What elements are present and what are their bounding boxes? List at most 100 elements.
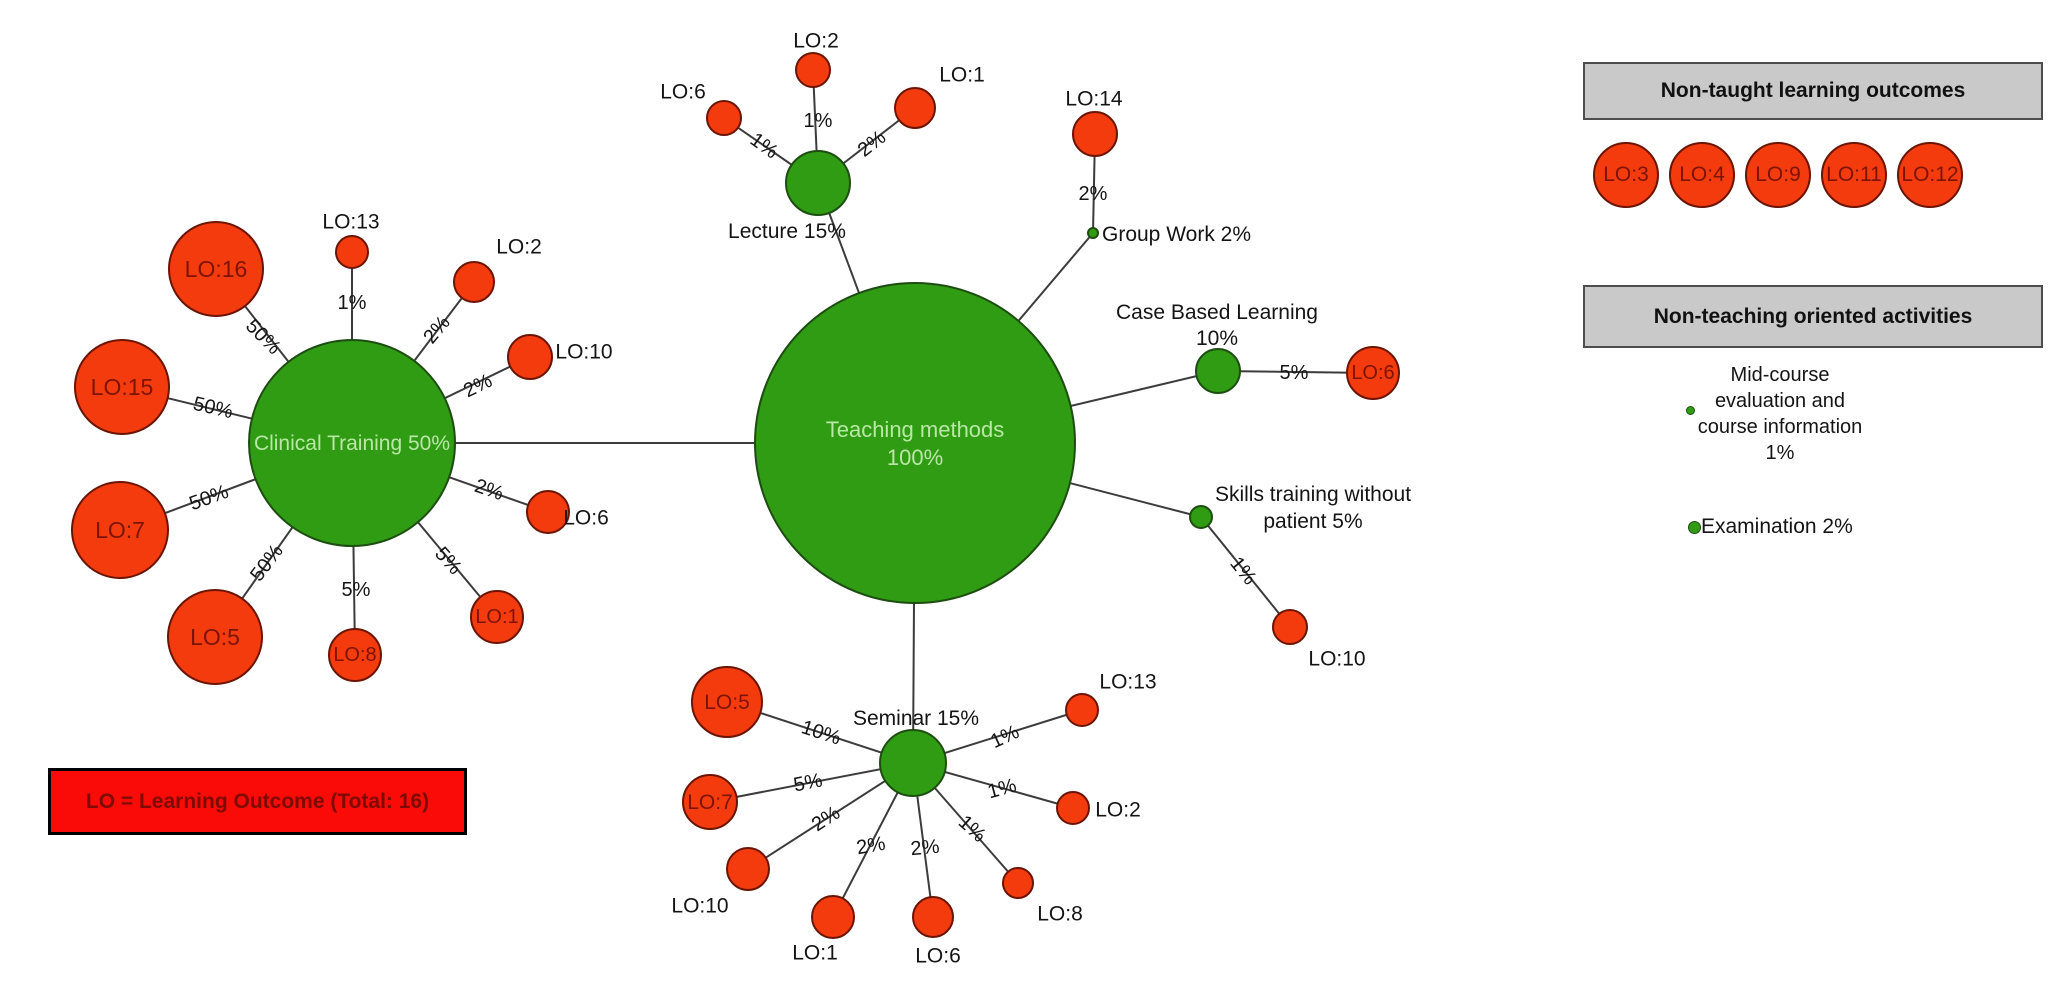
non-taught-panel-title: Non-taught learning outcomes [1660, 79, 1966, 102]
non-taught-lo-circle: LO:12 [1897, 142, 1963, 208]
non-taught-lo-label: LO:12 [1901, 163, 1959, 186]
node-lo1-clinical-inside-label: LO:1 [475, 606, 518, 628]
seminar-label: Seminar 15% [853, 707, 979, 730]
node-lo2-lecture [795, 52, 831, 88]
mid-course-label: Mid-course evaluation and course informa… [1660, 362, 1900, 466]
non-taught-panel-header: Non-taught learning outcomes [1583, 62, 2043, 120]
non-teaching-panel-header: Non-teaching oriented activities [1583, 285, 2043, 348]
node-lo6-cbl-inside-label: LO:6 [1351, 362, 1394, 384]
node-lo5-clinical-inside-label: LO:5 [190, 624, 240, 650]
edge-percent-label: 5% [342, 579, 371, 601]
node-lo5-clinical [167, 589, 263, 685]
node-lo2-seminar [1056, 791, 1090, 825]
node-group-work [1087, 227, 1099, 239]
node-lo7-seminar [682, 774, 738, 830]
node-lo16-clinical-inside-label: LO:16 [185, 256, 248, 282]
node-lo10-seminar [726, 847, 770, 891]
node-lo1-clinical [470, 590, 524, 644]
group-work-label: Group Work 2% [1102, 223, 1251, 246]
node-lo6-seminar [912, 896, 954, 938]
non-taught-lo-circle: LO:9 [1745, 142, 1811, 208]
non-taught-lo-circle: LO:3 [1593, 142, 1659, 208]
edge-percent-label: 50% [186, 481, 231, 515]
edge-percent-label: 5% [1280, 362, 1309, 384]
edge-line [1200, 516, 1291, 628]
node-lo6-cbl [1346, 346, 1400, 400]
edge-percent-label: 1% [338, 292, 367, 314]
node-lo7-seminar-inside-label: LO:7 [687, 791, 733, 814]
node-lo6-clinical [526, 490, 570, 534]
lecture-label: Lecture 15% [728, 220, 846, 243]
mid-course-line: 1% [1765, 442, 1795, 464]
edge-percent-label: 1% [987, 721, 1023, 753]
node-lo2-lecture-label: LO:2 [793, 30, 839, 53]
node-lo10-clinical-label: LO:10 [555, 341, 612, 364]
node-lo2-clinical-label: LO:2 [496, 236, 542, 259]
non-teaching-panel-title: Non-teaching oriented activities [1653, 304, 1973, 328]
node-lo1-lecture-label: LO:1 [939, 64, 985, 87]
node-lo8-clinical [328, 628, 382, 682]
node-lo13-seminar [1065, 693, 1099, 727]
examination-label: Examination 2% [1701, 515, 1853, 539]
edge-percent-label: 50% [191, 393, 235, 423]
edge-percent-label: 50% [246, 540, 288, 585]
node-lo14-group-label: LO:14 [1065, 88, 1123, 111]
node-lo6-seminar-label: LO:6 [915, 945, 961, 968]
node-teaching-methods [754, 282, 1076, 604]
node-lo1-seminar [811, 895, 855, 939]
node-lo8-seminar [1002, 867, 1034, 899]
node-clinical-training-inside-label: Clinical Training 50% [254, 432, 450, 455]
node-lo14-group [1072, 111, 1118, 157]
non-taught-lo-row: LO:3 LO:4 LO:9 LO:11 LO:12 [1593, 142, 1963, 208]
node-lo13-clinical [335, 235, 369, 269]
lo-note-text: LO = Learning Outcome (Total: 16) [85, 789, 430, 813]
node-lo5-seminar-inside-label: LO:5 [704, 691, 750, 714]
node-lo13-seminar-label: LO:13 [1099, 671, 1156, 694]
edge-percent-label: 2% [855, 833, 888, 860]
mid-course-dot-icon [1686, 406, 1695, 415]
node-lo8-seminar-label: LO:8 [1037, 903, 1083, 926]
node-lo10-skills-label: LO:10 [1308, 648, 1365, 671]
node-lo2-seminar-label: LO:2 [1095, 799, 1141, 822]
edge-percent-label: 2% [472, 475, 507, 505]
edge-percent-label: 1% [746, 129, 782, 164]
non-taught-lo-label: LO:4 [1679, 163, 1725, 186]
edge-percent-label: 50% [241, 315, 285, 359]
examination-text: Examination 2% [1701, 515, 1853, 538]
non-taught-lo-label: LO:9 [1755, 163, 1801, 186]
node-lo7-clinical-inside-label: LO:7 [95, 517, 145, 543]
lo-note-box: LO = Learning Outcome (Total: 16) [48, 768, 467, 835]
node-lo10-skills [1272, 609, 1308, 645]
node-case-based-learning [1195, 348, 1241, 394]
non-taught-lo-circle: LO:11 [1821, 142, 1887, 208]
node-lo8-clinical-inside-label: LO:8 [333, 644, 376, 666]
node-lo13-clinical-label: LO:13 [322, 211, 379, 234]
edge-percent-label: 2% [808, 802, 844, 836]
skills-training-label: Skills training without patient 5% [1215, 483, 1411, 533]
node-lo6-clinical-label: LO:6 [563, 507, 609, 530]
mid-course-line: Mid-course [1730, 364, 1830, 386]
edge-percent-label: 2% [910, 836, 941, 860]
node-clinical-training [248, 339, 456, 547]
non-taught-lo-label: LO:3 [1603, 163, 1649, 186]
node-lo2-clinical [453, 261, 495, 303]
node-lo5-seminar [691, 666, 763, 738]
edge-percent-label: 1% [804, 110, 833, 132]
node-lecture [785, 150, 851, 216]
node-lo10-seminar-label: LO:10 [671, 895, 728, 918]
edge-percent-label: 5% [792, 769, 825, 796]
node-skills-training [1189, 505, 1213, 529]
node-lo6-lecture-label: LO:6 [660, 81, 706, 104]
non-taught-lo-circle: LO:4 [1669, 142, 1735, 208]
node-lo15-clinical-inside-label: LO:15 [91, 374, 154, 400]
node-lo1-lecture [894, 87, 936, 129]
edge-percent-label: 2% [460, 370, 496, 403]
node-lo7-clinical [71, 481, 169, 579]
non-taught-lo-label: LO:11 [1826, 163, 1882, 186]
node-lo10-clinical [507, 334, 553, 380]
node-seminar [879, 729, 947, 797]
mid-course-line: evaluation and [1714, 390, 1846, 412]
edge-line [709, 762, 914, 803]
